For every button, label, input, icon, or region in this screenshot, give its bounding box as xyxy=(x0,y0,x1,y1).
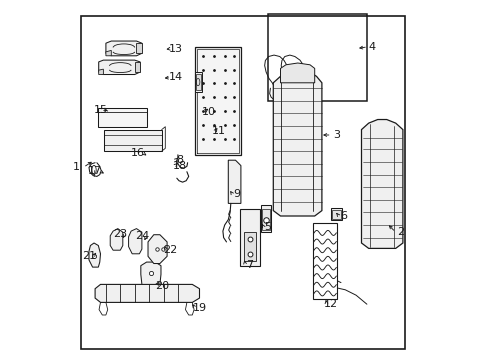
Polygon shape xyxy=(106,50,111,56)
Polygon shape xyxy=(331,210,341,219)
Polygon shape xyxy=(260,205,271,232)
Polygon shape xyxy=(89,243,101,267)
Polygon shape xyxy=(194,47,241,155)
Polygon shape xyxy=(240,209,259,266)
Text: 6: 6 xyxy=(339,211,346,221)
Text: 22: 22 xyxy=(163,245,178,255)
Polygon shape xyxy=(148,235,167,264)
Polygon shape xyxy=(262,209,269,230)
Polygon shape xyxy=(99,69,103,75)
Text: 3: 3 xyxy=(332,130,339,140)
Polygon shape xyxy=(134,62,140,72)
Text: 5: 5 xyxy=(264,222,271,232)
Polygon shape xyxy=(141,262,161,284)
Text: 12: 12 xyxy=(323,299,337,309)
Text: 17: 17 xyxy=(88,166,102,176)
Text: 15: 15 xyxy=(93,105,107,115)
Text: 10: 10 xyxy=(201,107,215,117)
Text: 19: 19 xyxy=(192,303,206,313)
Text: 24: 24 xyxy=(135,231,149,241)
Polygon shape xyxy=(110,229,122,250)
Text: 18: 18 xyxy=(172,161,186,171)
Text: 7: 7 xyxy=(246,260,253,270)
Polygon shape xyxy=(244,232,256,261)
Text: 21: 21 xyxy=(82,251,96,261)
Text: 14: 14 xyxy=(169,72,183,82)
Polygon shape xyxy=(195,74,201,90)
Polygon shape xyxy=(95,284,199,302)
Polygon shape xyxy=(136,43,142,53)
Polygon shape xyxy=(330,208,342,220)
Polygon shape xyxy=(99,60,140,75)
Text: 13: 13 xyxy=(169,44,183,54)
Text: 23: 23 xyxy=(113,229,127,239)
Polygon shape xyxy=(194,72,202,92)
Polygon shape xyxy=(228,160,241,203)
Polygon shape xyxy=(273,69,321,216)
Bar xyxy=(312,223,337,299)
Bar xyxy=(267,14,366,101)
Polygon shape xyxy=(128,229,142,254)
Polygon shape xyxy=(361,120,402,248)
Text: 16: 16 xyxy=(131,148,145,158)
Polygon shape xyxy=(106,41,142,56)
Text: 4: 4 xyxy=(368,42,375,52)
Text: 20: 20 xyxy=(154,281,168,291)
Polygon shape xyxy=(280,63,314,83)
Text: 2: 2 xyxy=(397,227,404,237)
Bar xyxy=(81,16,404,349)
Polygon shape xyxy=(98,108,147,127)
Text: 11: 11 xyxy=(212,126,226,136)
Text: 9: 9 xyxy=(233,189,241,199)
Polygon shape xyxy=(104,130,162,151)
Text: 8: 8 xyxy=(176,155,183,165)
Text: 1: 1 xyxy=(72,162,80,172)
